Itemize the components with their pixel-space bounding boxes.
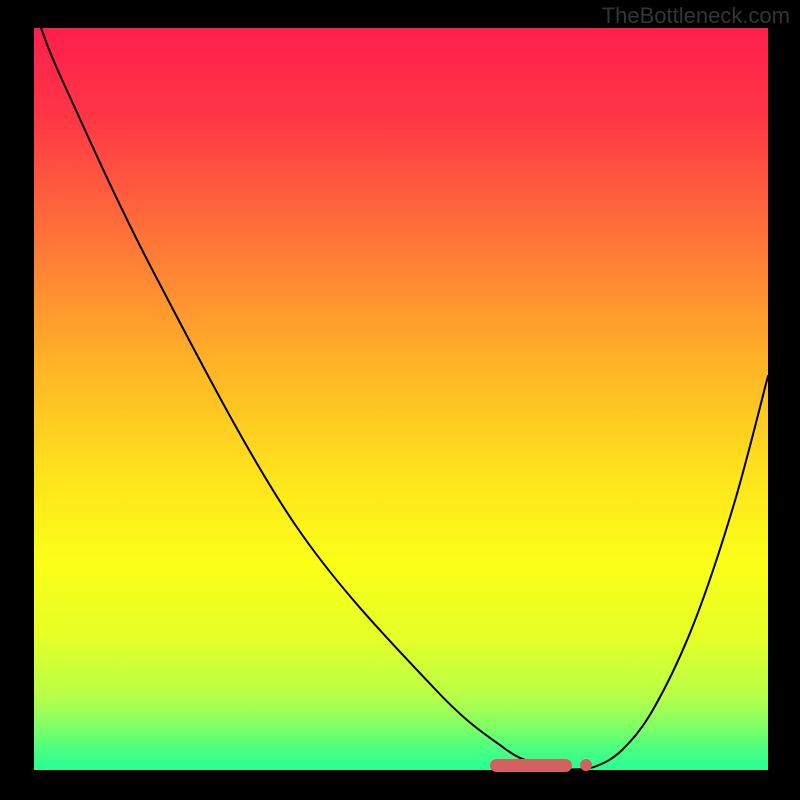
chart-root: TheBottleneck.com [0, 0, 800, 800]
attribution-text: TheBottleneck.com [602, 3, 790, 29]
marker-dot [580, 759, 592, 771]
marker-pill [490, 759, 572, 772]
curve-line [34, 28, 768, 770]
